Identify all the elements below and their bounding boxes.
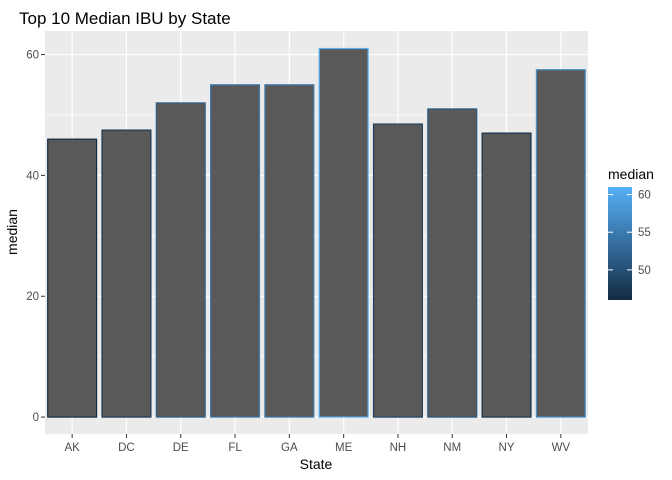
x-tick-label: DE <box>173 442 189 454</box>
bar-fl <box>210 84 261 418</box>
x-tick-label: GA <box>281 442 298 454</box>
y-tick-label: 60 <box>26 50 39 62</box>
x-tick-label: NM <box>443 442 461 454</box>
y-axis-title: median <box>4 209 20 255</box>
x-axis-title: State <box>300 456 333 472</box>
bar-nh <box>372 123 423 418</box>
bar-nm <box>427 108 478 418</box>
legend-title: median <box>608 166 654 182</box>
x-axis: AK DC DE FL GA ME NH NM NY WV <box>64 434 570 454</box>
x-tick-label: NY <box>499 442 515 454</box>
bar-me <box>318 47 369 418</box>
legend: median 50 55 60 <box>608 166 654 300</box>
bar-ny <box>481 132 532 418</box>
bars <box>47 47 586 418</box>
x-tick-label: FL <box>228 442 242 454</box>
y-tick-label: 0 <box>33 412 39 424</box>
x-tick-label: WV <box>552 442 571 454</box>
legend-tick-label: 55 <box>638 227 651 239</box>
x-tick-label: AK <box>64 442 80 454</box>
legend-tick-label: 60 <box>638 190 651 202</box>
legend-ticks: 50 55 60 <box>608 190 651 277</box>
chart-title: Top 10 Median IBU by State <box>19 9 231 28</box>
bar-dc <box>101 129 152 418</box>
legend-colorbar <box>608 187 632 300</box>
bar-ga <box>264 84 315 418</box>
x-tick-label: ME <box>335 442 353 454</box>
x-tick-label: NH <box>390 442 407 454</box>
bar-ak <box>47 138 98 418</box>
bar-wv <box>535 69 586 418</box>
y-axis: 0 20 40 60 <box>26 50 45 424</box>
y-tick-label: 40 <box>26 170 39 182</box>
legend-tick-label: 50 <box>638 265 651 277</box>
x-tick-label: DC <box>118 442 135 454</box>
bar-de <box>155 102 206 418</box>
y-tick-label: 20 <box>26 291 39 303</box>
